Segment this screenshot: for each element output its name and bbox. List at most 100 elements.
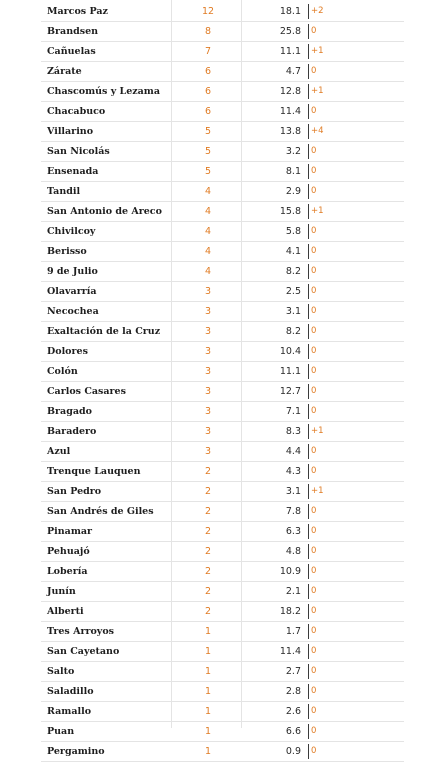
- table-row: Pergamino 1 0.9 0: [41, 742, 404, 762]
- municipality-name: San Cayetano: [47, 646, 120, 657]
- change-value: 0: [308, 224, 316, 239]
- table-row: Alberti 2 18.2 0: [41, 602, 404, 622]
- rate-value: 4.3: [285, 466, 301, 477]
- table-row: Bragado 3 7.1 0: [41, 402, 404, 422]
- table-row: San Nicolás 5 3.2 0: [41, 142, 404, 162]
- rate-value: 2.9: [285, 186, 301, 197]
- cases-count: 5: [204, 126, 212, 137]
- cases-count: 2: [204, 606, 212, 617]
- cases-count: 1: [204, 626, 212, 637]
- rate-value: 2.6: [285, 706, 301, 717]
- rate-value: 15.8: [279, 206, 301, 217]
- change-value: 0: [308, 584, 316, 599]
- table-row: Pehuajó 2 4.8 0: [41, 542, 404, 562]
- cases-count: 4: [204, 246, 212, 257]
- municipality-name: Chivilcoy: [47, 226, 96, 237]
- table-row: Ensenada 5 8.1 0: [41, 162, 404, 182]
- cases-count: 6: [204, 106, 212, 117]
- municipality-name: 9 de Julio: [47, 266, 98, 277]
- rate-value: 2.8: [285, 686, 301, 697]
- table-row: Colón 3 11.1 0: [41, 362, 404, 382]
- table-row: San Antonio de Areco 4 15.8 +1: [41, 202, 404, 222]
- municipality-name: Azul: [47, 446, 71, 457]
- municipality-name: Puan: [47, 726, 75, 737]
- table-row: Chascomús y Lezama 6 12.8 +1: [41, 82, 404, 102]
- rate-value: 2.5: [285, 286, 301, 297]
- table-row: Pinamar 2 6.3 0: [41, 522, 404, 542]
- table-row: San Cayetano 1 11.4 0: [41, 642, 404, 662]
- cases-count: 2: [204, 526, 212, 537]
- municipality-name: Baradero: [47, 426, 97, 437]
- cases-count: 3: [204, 426, 212, 437]
- table-row: Baradero 3 8.3 +1: [41, 422, 404, 442]
- table-row: Chivilcoy 4 5.8 0: [41, 222, 404, 242]
- municipality-name: Chascomús y Lezama: [47, 86, 161, 97]
- rate-value: 7.8: [285, 506, 301, 517]
- municipality-name: Exaltación de la Cruz: [47, 326, 161, 337]
- change-value: 0: [308, 304, 316, 319]
- municipality-table: Marcos Paz 12 18.1 +2 Brandsen 8 25.8 0 Cañuelas…: [41, 0, 404, 762]
- table-row: Zárate 6 4.7 0: [41, 62, 404, 82]
- change-value: 0: [308, 284, 316, 299]
- rate-value: 8.2: [285, 266, 301, 277]
- cases-count: 4: [204, 226, 212, 237]
- table-row: Tandil 4 2.9 0: [41, 182, 404, 202]
- cases-count: 3: [204, 386, 212, 397]
- cases-count: 8: [204, 26, 212, 37]
- change-value: +1: [308, 44, 324, 59]
- table-row: Puan 1 6.6 0: [41, 722, 404, 742]
- table-row: Tres Arroyos 1 1.7 0: [41, 622, 404, 642]
- municipality-name: San Nicolás: [47, 146, 110, 157]
- table-row: Salto 1 2.7 0: [41, 662, 404, 682]
- table-row: Marcos Paz 12 18.1 +2: [41, 2, 404, 22]
- rate-value: 3.2: [285, 146, 301, 157]
- change-value: +1: [308, 84, 324, 99]
- rate-value: 25.8: [279, 26, 301, 37]
- municipality-name: Alberti: [47, 606, 84, 617]
- table-row: Junín 2 2.1 0: [41, 582, 404, 602]
- cases-count: 2: [204, 466, 212, 477]
- cases-count: 6: [204, 86, 212, 97]
- change-value: 0: [308, 444, 316, 459]
- rate-value: 18.2: [279, 606, 301, 617]
- rate-value: 11.4: [279, 106, 301, 117]
- change-value: 0: [308, 24, 316, 39]
- municipality-name: Colón: [47, 366, 78, 377]
- municipality-name: Ensenada: [47, 166, 99, 177]
- municipality-name: San Antonio de Areco: [47, 206, 162, 217]
- rate-value: 4.7: [285, 66, 301, 77]
- rate-value: 12.8: [279, 86, 301, 97]
- cases-count: 2: [204, 566, 212, 577]
- cases-count: 1: [204, 666, 212, 677]
- cases-count: 1: [204, 746, 212, 757]
- change-value: 0: [308, 464, 316, 479]
- cases-count: 2: [204, 506, 212, 517]
- municipality-name: Cañuelas: [47, 46, 96, 57]
- rate-value: 4.1: [285, 246, 301, 257]
- rate-value: 5.8: [285, 226, 301, 237]
- change-value: 0: [308, 684, 316, 699]
- cases-count: 3: [204, 346, 212, 357]
- column-divider-cases-left: [171, 0, 172, 728]
- municipality-name: Necochea: [47, 306, 99, 317]
- change-value: +4: [308, 124, 324, 139]
- table-row: Exaltación de la Cruz 3 8.2 0: [41, 322, 404, 342]
- table-row: San Pedro 2 3.1 +1: [41, 482, 404, 502]
- municipality-name: Tres Arroyos: [47, 626, 115, 637]
- cases-count: 4: [204, 266, 212, 277]
- municipality-name: Villarino: [47, 126, 94, 137]
- rate-value: 2.1: [285, 586, 301, 597]
- table-row: San Andrés de Giles 2 7.8 0: [41, 502, 404, 522]
- municipality-name: Berisso: [47, 246, 87, 257]
- cases-count: 3: [204, 446, 212, 457]
- cases-count: 1: [204, 726, 212, 737]
- cases-count: 1: [204, 686, 212, 697]
- cases-count: 6: [204, 66, 212, 77]
- table-row: Carlos Casares 3 12.7 0: [41, 382, 404, 402]
- municipality-name: Pergamino: [47, 746, 105, 757]
- change-value: +1: [308, 424, 324, 439]
- change-value: 0: [308, 264, 316, 279]
- cases-count: 3: [204, 306, 212, 317]
- rate-value: 6.6: [285, 726, 301, 737]
- table-row: Olavarría 3 2.5 0: [41, 282, 404, 302]
